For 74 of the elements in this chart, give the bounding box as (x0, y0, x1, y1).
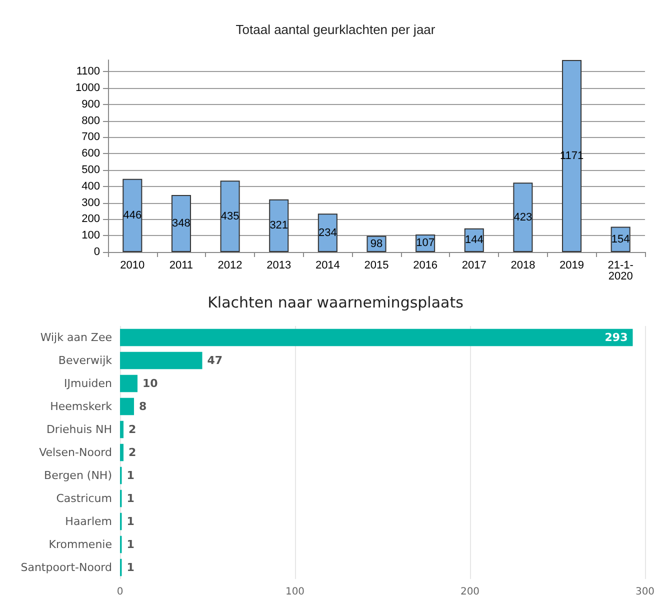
bar (122, 178, 142, 252)
data-label: 1 (126, 515, 134, 528)
y-tick-label: 700 (82, 131, 100, 144)
y-tick-label: 1000 (76, 82, 100, 94)
x-tick-label: 200 (460, 586, 480, 598)
x-tick-label: 2010 (120, 260, 145, 272)
x-tick-label: 2013 (266, 260, 292, 272)
x-tick-label: 0 (116, 586, 124, 598)
y-tick-label: Santpoort-Noord (20, 561, 112, 574)
data-label: 154 (611, 233, 630, 246)
y-tick-label: 0 (94, 246, 100, 258)
bar (513, 182, 533, 252)
bar (120, 444, 124, 462)
x-tick-label: 2019 (560, 260, 584, 272)
y-tick-label: 800 (82, 114, 100, 127)
bar (171, 194, 191, 252)
y-tick-label: IJmuiden (64, 377, 112, 390)
x-tick-label: 2018 (510, 260, 536, 272)
bar (120, 374, 138, 392)
bar (120, 328, 633, 346)
y-tick-label: 300 (82, 196, 100, 209)
y-tick-label: 200 (82, 213, 100, 226)
x-tick-label: 21-1- 2020 (608, 260, 634, 282)
y-tick-label: Krommenie (48, 538, 112, 551)
data-label: 1 (126, 538, 134, 551)
x-tick-label: 2014 (315, 260, 340, 272)
x-tick-label: 2015 (364, 260, 389, 272)
y-tick-label: 100 (82, 230, 100, 242)
data-label: 321 (270, 220, 288, 232)
data-label: 2 (128, 423, 136, 436)
bar (120, 420, 124, 438)
y-tick-label: Wijk aan Zee (40, 331, 112, 344)
bar (562, 60, 582, 252)
x-tick-label: 100 (285, 586, 305, 598)
data-label: 2 (128, 446, 136, 459)
data-label: 107 (416, 237, 434, 250)
data-label: 1 (126, 492, 134, 505)
data-label: 1 (126, 561, 134, 574)
chart-title: Totaal aantal geurklachten per jaar (236, 22, 436, 37)
y-tick-label: Haarlem (65, 515, 112, 528)
data-label: 293 (604, 331, 628, 344)
x-tick-label: 300 (635, 586, 655, 598)
x-tick-label: 2016 (413, 260, 438, 272)
y-tick-label: Beverwijk (58, 354, 113, 367)
data-label: 348 (172, 217, 190, 230)
chart-title: Klachten naar waarnemingsplaats (208, 294, 464, 312)
data-label: 234 (318, 226, 337, 239)
x-tick-label: 2017 (462, 260, 486, 272)
bar (220, 180, 240, 252)
bar (120, 352, 202, 370)
y-tick-label: Heemskerk (50, 400, 113, 413)
bar (120, 398, 134, 416)
data-label: 1 (126, 469, 134, 482)
data-label: 10 (142, 377, 158, 390)
y-tick-label: 500 (82, 164, 100, 176)
y-tick-label: Bergen (NH) (44, 469, 112, 482)
y-tick-label: Driehuis NH (46, 423, 112, 436)
data-label: 423 (514, 211, 532, 224)
x-tick-label: 2011 (169, 260, 194, 272)
data-label: 8 (139, 400, 147, 413)
y-tick-label: 400 (82, 180, 100, 192)
data-label: 446 (123, 209, 142, 222)
data-label: 47 (207, 354, 223, 367)
y-tick-label: 900 (82, 98, 100, 110)
y-tick-label: Castricum (56, 492, 112, 505)
y-tick-label: Velsen-Noord (39, 446, 112, 459)
data-label: 435 (220, 210, 240, 222)
data-label: 98 (370, 238, 383, 250)
bar (318, 214, 338, 252)
data-label: 144 (464, 234, 484, 246)
y-tick-label: 600 (82, 148, 100, 160)
bar (269, 199, 289, 252)
y-tick-label: 1100 (76, 66, 100, 78)
x-tick-label: 2012 (218, 260, 242, 272)
